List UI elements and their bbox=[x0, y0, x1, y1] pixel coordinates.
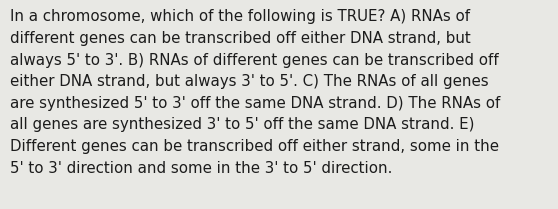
Text: In a chromosome, which of the following is TRUE? A) RNAs of
different genes can : In a chromosome, which of the following … bbox=[10, 9, 501, 176]
